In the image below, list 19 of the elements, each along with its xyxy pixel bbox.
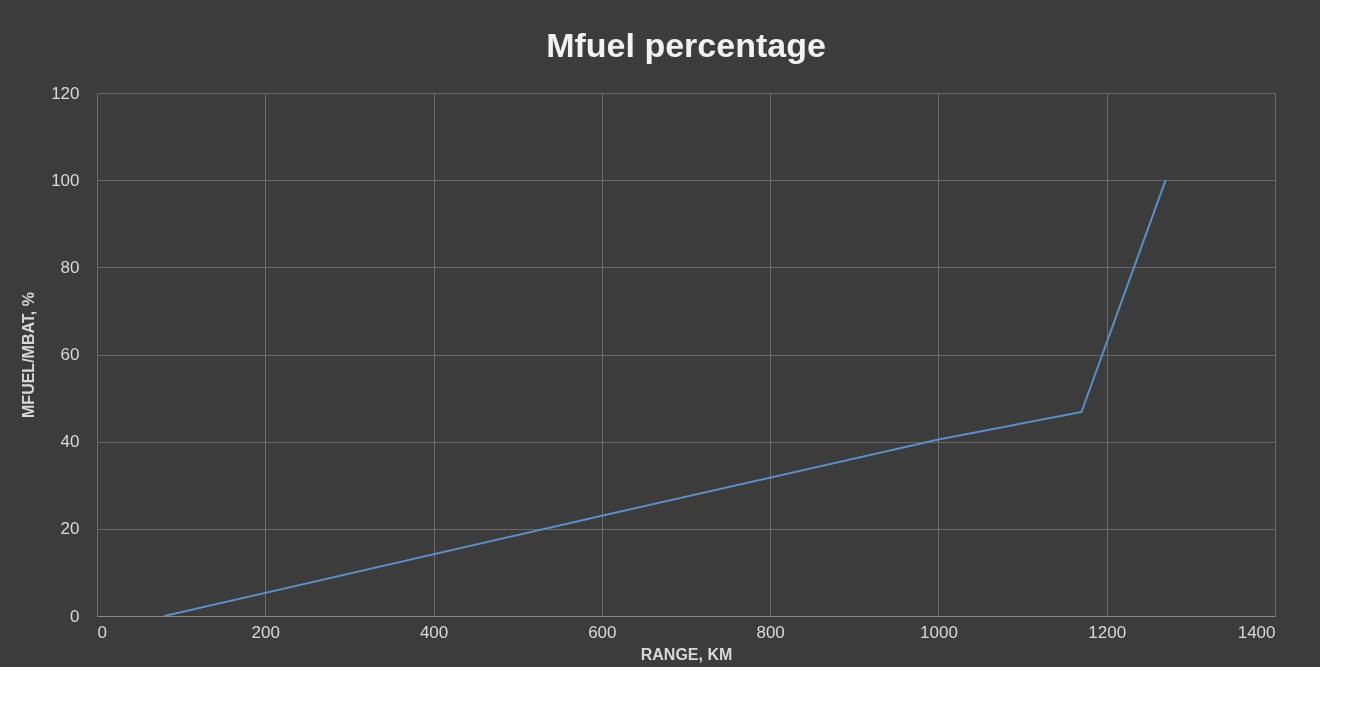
y-tick-label: 60 xyxy=(60,345,80,364)
y-tick-label: 120 xyxy=(51,83,80,103)
x-tick-label: 600 xyxy=(588,622,617,642)
y-tick-label: 40 xyxy=(60,432,80,452)
x-axis-title: RANGE, KM xyxy=(640,645,733,663)
y-tick-label: 80 xyxy=(60,257,80,277)
chart-title: Mfuel percentage xyxy=(546,26,826,64)
x-tick-label: 1000 xyxy=(920,622,958,642)
x-tick-label: 200 xyxy=(251,622,280,642)
line-series xyxy=(163,179,1167,617)
y-axis-title: MFUEL/MBAT, % xyxy=(20,292,38,418)
x-tick-label: 0 xyxy=(97,622,107,642)
y-tick-label: 100 xyxy=(51,170,80,190)
x-tick-label: 1400 xyxy=(1237,622,1276,642)
x-tick-label: 1200 xyxy=(1088,622,1127,642)
x-tick-label: 400 xyxy=(419,622,449,642)
x-tick-label: 800 xyxy=(756,622,785,642)
y-tick-label: 20 xyxy=(60,519,80,539)
y-tick-label: 0 xyxy=(70,606,80,626)
